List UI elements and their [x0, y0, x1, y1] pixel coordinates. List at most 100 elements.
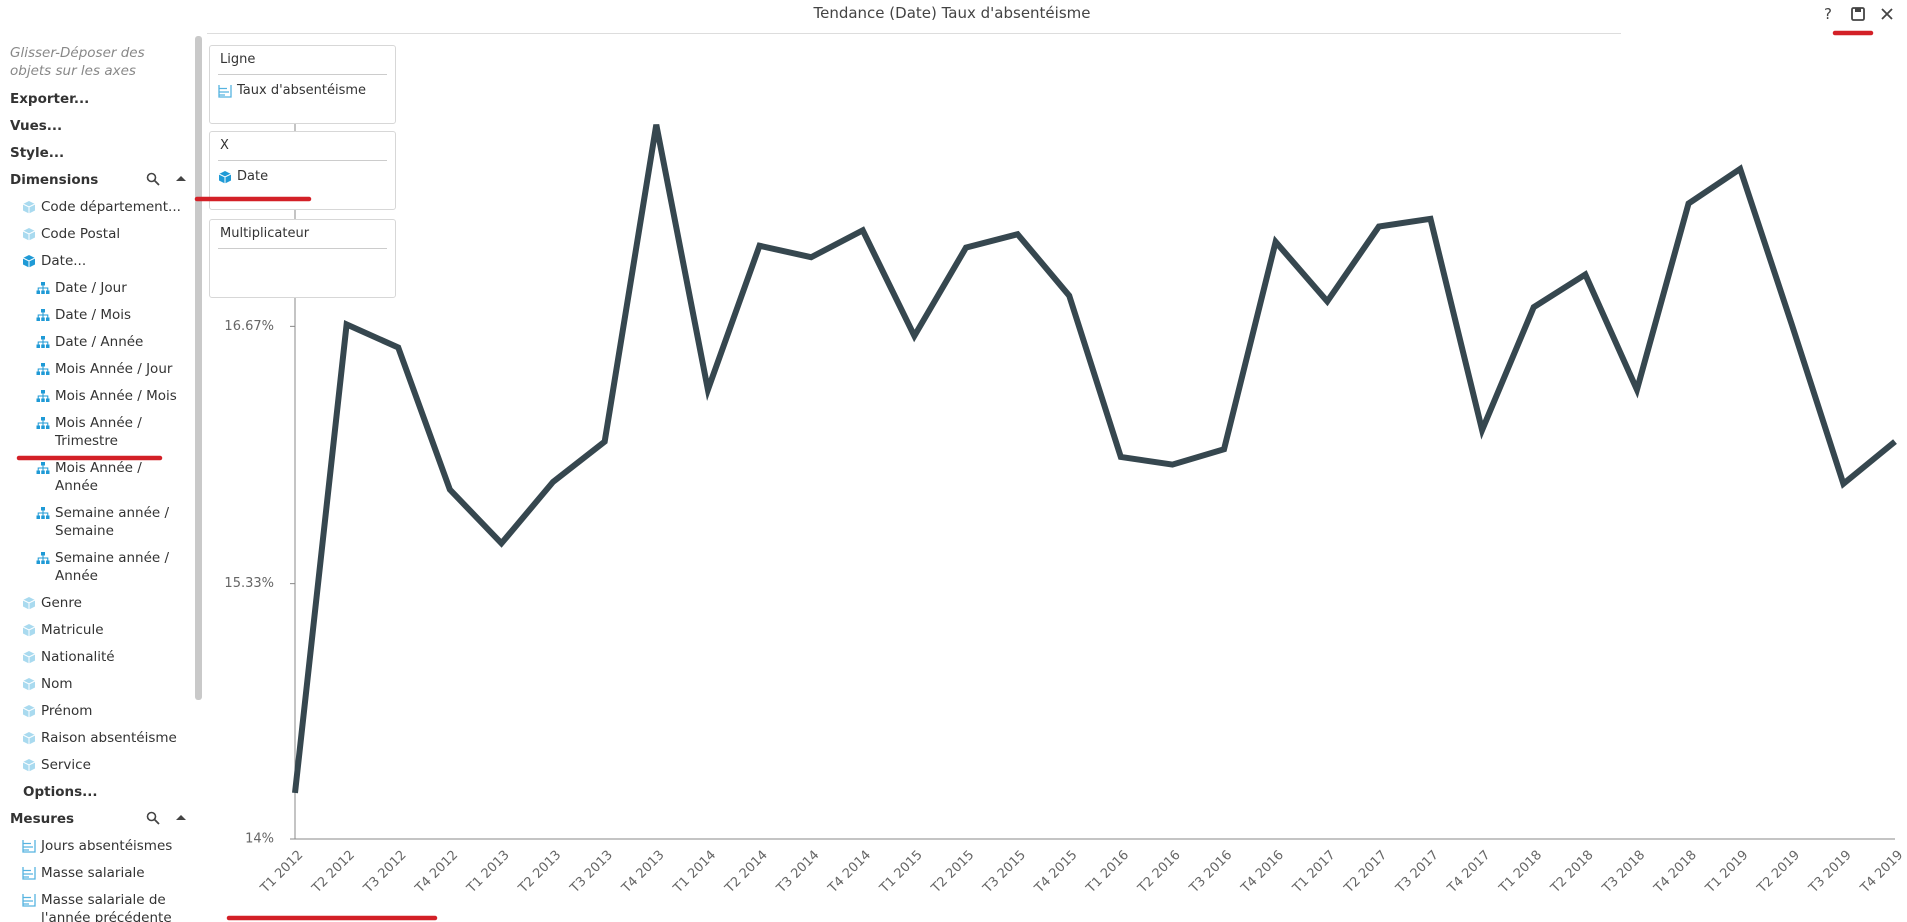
x-tick-label: T1 2017 — [1289, 848, 1338, 897]
panel-item-label: Date — [237, 168, 269, 184]
field-item[interactable]: Genre — [0, 589, 195, 616]
field-item[interactable]: Mois Année / Trimestre — [0, 409, 185, 454]
close-button[interactable] — [1881, 8, 1893, 20]
field-item[interactable]: Code département... — [0, 193, 195, 220]
cube-icon — [22, 200, 36, 213]
x-tick-label: T4 2018 — [1651, 848, 1700, 897]
x-tick-label: T2 2018 — [1548, 848, 1597, 897]
x-tick-label: T4 2016 — [1238, 848, 1287, 897]
x-tick-label: T1 2018 — [1496, 848, 1545, 897]
field-item[interactable]: Prénom — [0, 697, 195, 724]
label: Semaine année / Année — [55, 549, 170, 584]
section-title: Mesures — [10, 810, 75, 827]
series-line — [292, 124, 1897, 794]
search-icon[interactable] — [146, 172, 160, 186]
field-item[interactable]: Nom — [0, 670, 195, 697]
field-item[interactable]: Mois Année / Mois — [0, 382, 185, 409]
panel-item[interactable]: Date — [218, 168, 268, 184]
options-link[interactable]: Options... — [0, 778, 195, 805]
x-tick-label: T3 2012 — [360, 848, 409, 897]
label: Nationalité — [41, 648, 115, 665]
x-tick-label: T3 2018 — [1599, 848, 1648, 897]
axis-panel[interactable]: Ligne Taux d'absentéisme — [209, 45, 396, 124]
x-tick-label: T2 2017 — [1341, 848, 1390, 897]
hierarchy-icon — [36, 416, 50, 429]
x-tick-label: T3 2017 — [1393, 848, 1442, 897]
field-item[interactable]: Date... — [0, 247, 195, 274]
measure-icon — [22, 866, 36, 880]
cube-icon — [22, 731, 36, 744]
hierarchy-icon — [36, 506, 50, 519]
hierarchy-icon — [36, 461, 50, 474]
label: Mois Année / Année — [55, 459, 142, 494]
label: Nom — [41, 675, 73, 692]
section-header[interactable]: Dimensions — [0, 166, 195, 193]
field-item[interactable]: Semaine année / Semaine — [0, 499, 185, 544]
section-header[interactable]: Mesures — [0, 805, 195, 832]
label: Date / Jour — [55, 279, 127, 296]
scrollbar[interactable] — [195, 36, 202, 700]
x-tick-label: T2 2014 — [722, 848, 771, 897]
window-tools: ? — [1824, 5, 1893, 23]
collapse-icon[interactable] — [176, 175, 186, 181]
label: Glisser-Déposer des objets sur les axes — [10, 45, 145, 79]
label: Masse salariale — [41, 864, 145, 881]
panel-rule — [218, 160, 387, 161]
field-item[interactable]: Nationalité — [0, 643, 195, 670]
field-item[interactable]: Masse salariale de l'année précédente — [0, 886, 195, 922]
label: Date... — [41, 252, 87, 269]
panel-title: Ligne — [220, 52, 256, 67]
label: Masse salariale de l'année précédente — [41, 891, 172, 922]
help-button[interactable]: ? — [1824, 5, 1832, 23]
save-button[interactable] — [1851, 7, 1865, 21]
field-item[interactable]: Matricule — [0, 616, 195, 643]
panel-rule — [218, 248, 387, 249]
label: Genre — [41, 594, 82, 611]
menu-item[interactable]: Style... — [0, 139, 195, 166]
axis-panel[interactable]: Multiplicateur — [209, 219, 396, 298]
field-item[interactable]: Semaine année / Année — [0, 544, 185, 589]
x-tick-label: T2 2013 — [515, 848, 564, 897]
field-item[interactable]: Date / Année — [0, 328, 185, 355]
x-tick-label: T2 2019 — [1754, 848, 1803, 897]
hierarchy-icon — [36, 389, 50, 402]
field-item[interactable]: Service — [0, 751, 195, 778]
x-tick-label: T3 2014 — [773, 848, 822, 897]
field-item[interactable]: Date / Jour — [0, 274, 185, 301]
cube-icon — [218, 171, 232, 184]
label: Mois Année / Jour — [55, 360, 173, 377]
search-icon[interactable] — [146, 811, 160, 825]
label: Prénom — [41, 702, 93, 719]
x-tick-label: T1 2019 — [1702, 848, 1751, 897]
x-tick-label: T4 2013 — [618, 848, 667, 897]
label: Exporter... — [10, 90, 90, 107]
hierarchy-icon — [36, 551, 50, 564]
menu-item[interactable]: Vues... — [0, 112, 195, 139]
panel-item[interactable]: Taux d'absentéisme — [218, 82, 366, 98]
cube-icon — [22, 677, 36, 690]
field-item[interactable]: Date / Mois — [0, 301, 185, 328]
axis-panel[interactable]: X Date — [209, 131, 396, 210]
label: Mois Année / Trimestre — [55, 414, 142, 449]
label: Raison absentéisme — [41, 729, 177, 746]
cube-icon — [22, 758, 36, 771]
section-title: Dimensions — [10, 171, 99, 188]
field-item[interactable]: Masse salariale — [0, 859, 195, 886]
field-item[interactable]: Code Postal — [0, 220, 195, 247]
field-item[interactable]: Mois Année / Année — [0, 454, 185, 499]
field-item[interactable]: Jours absentéismes — [0, 832, 195, 859]
panel-rule — [218, 74, 387, 75]
sidebar: Glisser-Déposer des objets sur les axes E… — [0, 0, 195, 922]
measure-icon — [22, 839, 36, 853]
label: Vues... — [10, 117, 63, 134]
label: Code département... — [41, 198, 181, 215]
field-item[interactable]: Raison absentéisme — [0, 724, 195, 751]
chart-title: Tendance (Date) Taux d'absentéisme — [813, 4, 1091, 22]
panel-item-label: Taux d'absentéisme — [237, 82, 367, 98]
cube-icon — [22, 254, 36, 267]
field-item[interactable]: Mois Année / Jour — [0, 355, 185, 382]
menu-item[interactable]: Exporter... — [0, 85, 195, 112]
x-tick-label: T2 2012 — [309, 848, 358, 897]
x-tick-label: T2 2016 — [1135, 848, 1184, 897]
collapse-icon[interactable] — [176, 814, 186, 820]
